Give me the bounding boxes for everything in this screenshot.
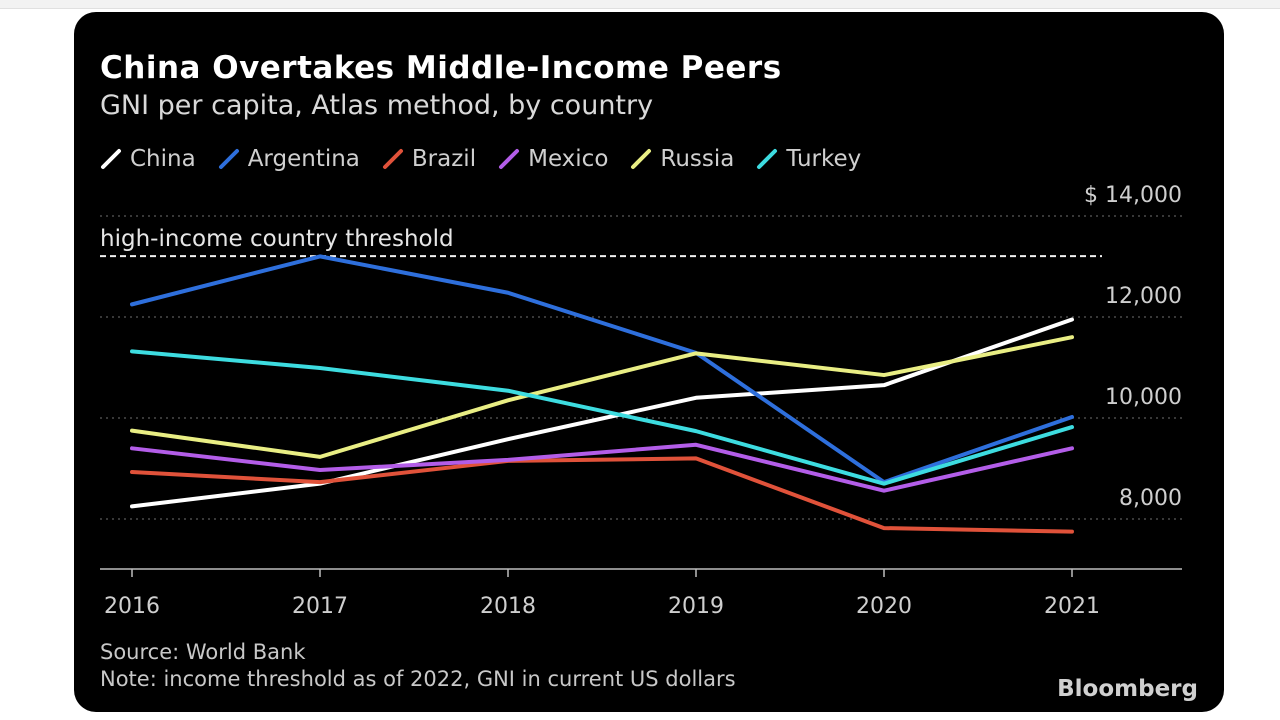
chart-subtitle: GNI per capita, Atlas method, by country [100, 90, 654, 121]
series-line-china [130, 317, 1074, 509]
bloomberg-logo: Bloomberg [1057, 676, 1198, 702]
legend-item-mexico: Mexico [498, 146, 608, 172]
series-layer [130, 254, 1074, 534]
axis-layer: $ 14,000 12,000 10,000 8,000 2016 2017 2018 201… [100, 183, 1182, 619]
threshold-label: high-income country threshold [100, 226, 454, 252]
chart-title: China Overtakes Middle-Income Peers [100, 50, 782, 86]
legend-item-turkey: Turkey [756, 146, 861, 172]
footnote: Note: income threshold as of 2022, GNI i… [100, 667, 736, 691]
chart-card: China Overtakes Middle-Income Peers GNI … [74, 12, 1224, 712]
x-tick-label: 2020 [856, 594, 912, 619]
legend-label-china: China [130, 146, 196, 172]
x-tick-label: 2019 [668, 594, 724, 619]
source-note: Source: World Bank [100, 640, 306, 664]
legend-swatch-brazil [382, 149, 403, 169]
chart-legend: China Argentina Brazil Mexico Russia Tur… [100, 146, 861, 172]
legend-swatch-china [101, 149, 121, 169]
y-tick-label: 8,000 [1119, 486, 1182, 511]
legend-label-russia: Russia [660, 146, 735, 172]
x-tick-label: 2021 [1044, 594, 1100, 619]
x-tick-label: 2016 [104, 594, 160, 619]
legend-item-russia: Russia [630, 146, 734, 172]
legend-item-china: China [100, 146, 196, 172]
series-line-turkey [130, 349, 1074, 486]
browser-top-strip [0, 0, 1280, 9]
line-chart: high-income country threshold $ 14,000 12… [100, 183, 1182, 619]
legend-swatch-argentina [218, 149, 239, 169]
series-line-mexico [130, 442, 1074, 493]
y-tick-label: $ 14,000 [1084, 183, 1182, 208]
x-tick-label: 2018 [480, 594, 536, 619]
legend-item-argentina: Argentina [218, 146, 360, 172]
y-tick-label: 12,000 [1105, 284, 1182, 309]
series-line-brazil [130, 456, 1074, 534]
y-tick-label: 10,000 [1105, 385, 1182, 410]
series-line-russia [130, 335, 1074, 459]
series-line-argentina [130, 254, 1074, 485]
x-tick-label: 2017 [292, 594, 348, 619]
threshold-layer: high-income country threshold [100, 226, 1102, 258]
legend-label-argentina: Argentina [247, 146, 360, 172]
legend-swatch-russia [631, 149, 652, 169]
legend-item-brazil: Brazil [382, 146, 476, 172]
legend-swatch-mexico [499, 149, 520, 169]
legend-label-mexico: Mexico [528, 146, 609, 172]
legend-swatch-turkey [757, 149, 778, 169]
legend-label-turkey: Turkey [786, 146, 862, 172]
legend-label-brazil: Brazil [411, 146, 477, 172]
